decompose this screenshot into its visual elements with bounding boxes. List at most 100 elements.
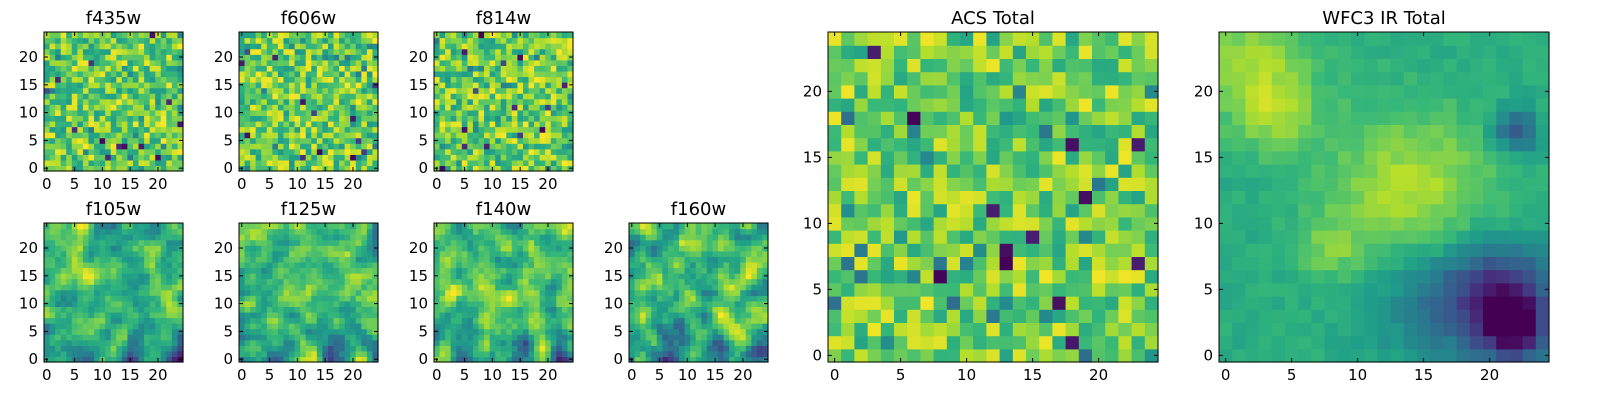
heatmap-cell (372, 43, 379, 50)
heatmap-cell (160, 289, 167, 296)
heatmap-cell (272, 289, 279, 296)
heatmap-cell (361, 48, 368, 55)
heatmap-cell (355, 284, 362, 291)
heatmap-cell (500, 137, 507, 144)
heatmap-cell (266, 239, 273, 246)
heatmap-cell (751, 273, 758, 280)
heatmap-cell (495, 345, 502, 352)
heatmap-cell (511, 98, 518, 105)
heatmap-cell (556, 295, 563, 302)
heatmap-cell (472, 43, 480, 50)
heatmap-cell (522, 159, 530, 167)
heatmap-cell (1052, 190, 1067, 205)
heatmap-cell (545, 234, 552, 241)
heatmap-cell (132, 104, 140, 111)
heatmap-cell (344, 228, 351, 235)
heatmap-cell (634, 267, 641, 274)
heatmap-cell (171, 87, 179, 94)
heatmap-cell (920, 190, 935, 205)
heatmap-cell (344, 93, 351, 100)
heatmap-cell (322, 154, 329, 161)
heatmap-cell (366, 345, 374, 352)
heatmap-cell (511, 82, 518, 89)
heatmap-cell (250, 300, 257, 307)
heatmap-cell (1118, 348, 1133, 363)
heatmap-cell (239, 154, 246, 161)
heatmap-cell (740, 328, 747, 335)
heatmap-cell (986, 348, 1001, 363)
heatmap-cell (155, 350, 162, 358)
heatmap-cell (55, 82, 62, 89)
heatmap-cell (645, 284, 652, 291)
heatmap-cell (171, 356, 179, 363)
heatmap-cell (244, 165, 251, 172)
heatmap-cell (350, 48, 357, 55)
heatmap-cell (344, 311, 351, 319)
heatmap-cell (495, 339, 502, 346)
heatmap-cell (550, 93, 557, 100)
heatmap-cell (701, 295, 708, 302)
heatmap-cell (662, 245, 669, 252)
heatmap-cell (662, 328, 669, 335)
heatmap-cell (116, 54, 123, 61)
heatmap-cell (673, 278, 680, 285)
heatmap-cell (99, 245, 106, 252)
heatmap-cell (361, 306, 368, 313)
heatmap-cell (300, 32, 307, 39)
heatmap-cell (255, 267, 262, 274)
heatmap-cell (255, 154, 262, 161)
heatmap-cell (177, 295, 184, 302)
heatmap-cell (522, 126, 530, 133)
heatmap-cell (261, 278, 268, 285)
heatmap-cell (828, 243, 842, 257)
heatmap-cell (116, 228, 123, 235)
heatmap-cell (528, 82, 535, 89)
heatmap-cell (355, 143, 362, 150)
heatmap-cell (66, 165, 73, 172)
heatmap-cell (522, 93, 530, 100)
heatmap-cell (311, 32, 318, 39)
heatmap-cell (495, 76, 502, 83)
heatmap-cell (695, 284, 702, 291)
heatmap-cell (283, 311, 290, 319)
heatmap-cell (49, 295, 56, 302)
heatmap-cell (695, 317, 702, 324)
heatmap-cell (467, 300, 474, 307)
heatmap-cell (361, 339, 368, 346)
heatmap-cell (986, 256, 1001, 271)
heatmap-cell (160, 132, 167, 139)
heatmap-cell (841, 335, 855, 350)
heatmap-cell (88, 228, 95, 235)
heatmap-cell (255, 115, 262, 122)
heatmap-cell (71, 87, 78, 94)
heatmap-cell (1012, 322, 1027, 337)
heatmap-cell (751, 284, 758, 291)
heatmap-cell (272, 250, 279, 257)
heatmap-cell (701, 239, 708, 246)
heatmap-cell (166, 239, 173, 246)
heatmap-cell (94, 148, 101, 155)
heatmap-cell (545, 137, 552, 144)
heatmap-cell (723, 256, 730, 263)
heatmap-cell (567, 323, 574, 330)
heatmap-cell (361, 356, 368, 363)
heatmap-cell (77, 159, 84, 167)
heatmap-cell (121, 261, 128, 269)
heatmap-cell (94, 93, 101, 100)
heatmap-cell (986, 335, 1001, 350)
heatmap-cell (121, 356, 128, 363)
heatmap-cell (629, 289, 636, 296)
heatmap-cell (82, 278, 90, 285)
heatmap-cell (1105, 164, 1119, 178)
heatmap-cell (894, 230, 908, 244)
heatmap-cell (333, 228, 340, 235)
heatmap-cell (456, 70, 463, 78)
heatmap-cell (344, 104, 351, 111)
heatmap-cell (344, 76, 351, 83)
heatmap-cell (723, 250, 730, 257)
heatmap-cell (177, 311, 184, 319)
heatmap-cell (1052, 335, 1067, 350)
heatmap-cell (556, 159, 563, 167)
heatmap-cell (478, 159, 485, 167)
heatmap-cell (372, 234, 379, 241)
